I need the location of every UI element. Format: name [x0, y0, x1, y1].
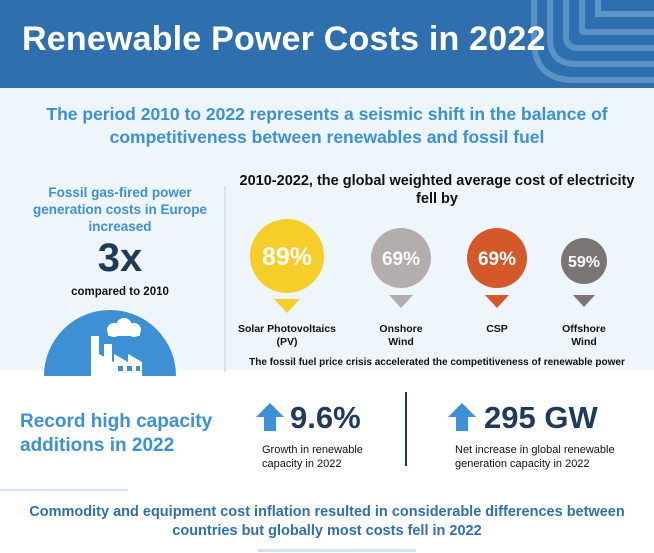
arrow-up-icon	[256, 403, 284, 431]
cost-pin: 89%	[248, 217, 326, 295]
cost-pin-value: 59%	[568, 254, 600, 271]
cost-pin-disc	[561, 238, 607, 284]
cost-pin-circle: 89%	[250, 219, 324, 293]
footer-rule	[258, 549, 416, 552]
stripe-arc-decoration-icon	[531, 0, 654, 83]
cost-pin-arrow	[573, 295, 595, 307]
cost-pin-value: 89%	[262, 243, 312, 271]
cost-pin: 69%	[369, 226, 433, 290]
cost-pin-label: Solar Photovoltaics (PV)	[237, 323, 337, 348]
cost-pin: 59%	[559, 236, 609, 286]
cost-pin-arrow	[485, 295, 509, 308]
cost-pin-label: CSP	[486, 323, 508, 335]
cost-pin: 69%	[465, 226, 529, 290]
header-banner: Renewable Power Costs in 2022	[0, 0, 654, 88]
arrow-up-icon	[448, 403, 476, 431]
cost-pin-circle: 59%	[561, 238, 607, 284]
growth-value: 9.6%	[290, 400, 361, 435]
capacity-increase-desc: Net increase in global renewable generat…	[455, 444, 615, 470]
cost-pin-disc	[467, 228, 527, 288]
section-rule	[0, 489, 128, 491]
crisis-note: The fossil fuel price crisis accelerated…	[249, 357, 625, 368]
cost-pin-disc	[250, 219, 324, 293]
cost-pin-arrow	[389, 295, 413, 308]
cost-pin-label: Offshore Wind	[562, 323, 606, 348]
fossil-compared-text: compared to 2010	[71, 286, 169, 298]
cost-pin-circle: 69%	[467, 228, 527, 288]
footer-statement: Commodity and equipment cost inflation r…	[29, 504, 625, 539]
cost-fall-title: 2010-2022, the global weighted average c…	[239, 173, 635, 207]
cost-pin-circle: 69%	[371, 228, 431, 288]
fossil-cost-text: Fossil gas-fired power generation costs …	[32, 185, 208, 234]
page-title: Renewable Power Costs in 2022	[22, 20, 546, 58]
stat-divider	[405, 392, 407, 466]
capacity-increase-value: 295 GW	[484, 400, 598, 435]
cost-pin-value: 69%	[382, 249, 420, 270]
cost-pin-disc	[371, 228, 431, 288]
fossil-cost-multiplier: 3x	[97, 236, 143, 280]
growth-desc: Growth in renewable capacity in 2022	[262, 444, 363, 470]
cost-pin-label: Onshore Wind	[379, 323, 423, 348]
intro-statement: The period 2010 to 2022 represents a sei…	[46, 104, 608, 147]
section-divider	[224, 186, 226, 372]
factory-icon	[44, 310, 176, 376]
capacity-title: Record high capacity additions in 2022	[20, 411, 213, 456]
cost-pin-arrow	[274, 299, 300, 313]
cost-pin-value: 69%	[478, 249, 516, 270]
